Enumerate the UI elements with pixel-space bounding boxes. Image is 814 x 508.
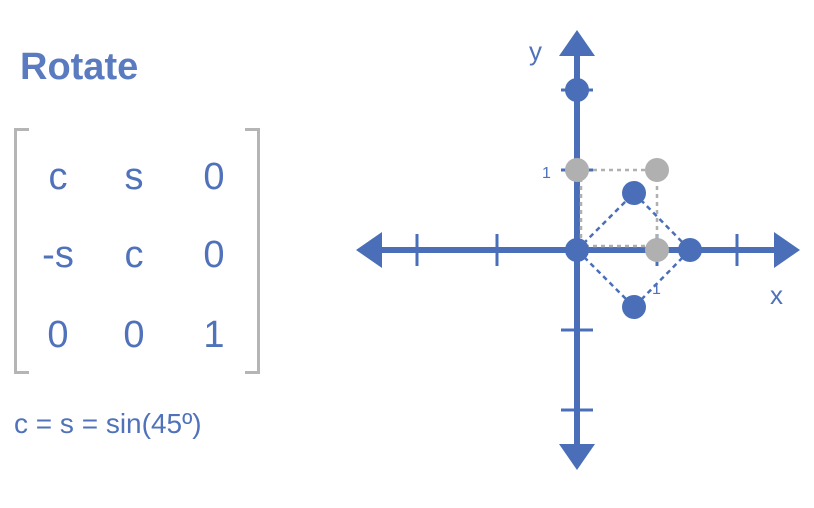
y-axis-label: y [529,36,542,66]
point-origin [565,238,589,262]
point-rotated [622,181,646,205]
y-axis-top-arrow [559,30,595,56]
matrix-cell: 1 [203,314,225,356]
matrix-cell: c [48,156,68,198]
x-axis-left-arrow [356,232,382,268]
matrix-cell: c [124,234,144,276]
point-extra [565,78,589,102]
point-original [645,238,669,262]
matrix-cell: s [124,156,144,198]
matrix-right-bracket [245,128,260,374]
matrix-left-bracket [14,128,29,374]
formula-text: c = s = sin(45º) [14,408,202,439]
matrix-cell: 0 [203,156,225,198]
point-original [645,158,669,182]
y-axis-bottom-arrow [559,444,595,470]
x-axis-right-arrow [774,232,800,268]
matrix-cell: 0 [203,234,225,276]
rotation-matrix: c s 0 -s c 0 0 0 1 [14,128,260,374]
matrix-cell: 0 [123,314,145,356]
matrix-cell: -s [42,234,74,276]
y-tick-label: 1 [542,165,551,182]
x-tick-label: 1 [652,281,661,298]
point-rotated [622,295,646,319]
x-axis-label: x [770,280,783,310]
point-rotated [678,238,702,262]
matrix-cell: 0 [47,314,69,356]
page-title: Rotate [20,46,139,88]
point-original [565,158,589,182]
